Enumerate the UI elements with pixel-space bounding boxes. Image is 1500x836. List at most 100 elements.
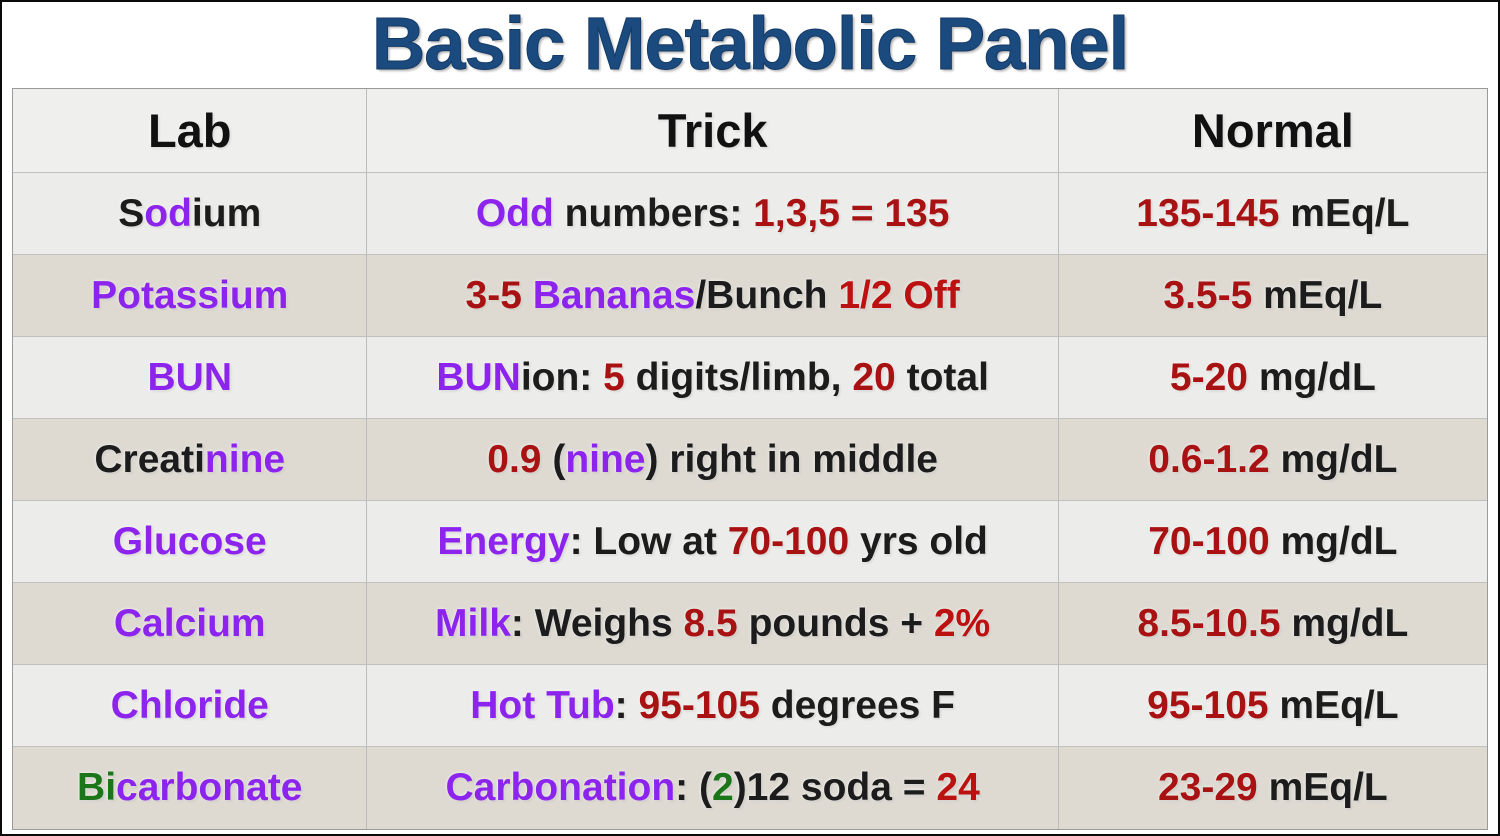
trick-cell: Milk: Weighs 8.5 pounds + 2% xyxy=(367,583,1059,664)
table-row: Potassium 3-5 Bananas/Bunch 1/2 Off 3.5-… xyxy=(13,255,1487,337)
normal-cell: 8.5-10.5 mg/dL xyxy=(1059,583,1487,664)
text-segment: 2% xyxy=(933,601,991,645)
text-segment: mEq/L xyxy=(1279,191,1410,235)
text-segment: 8.5-10.5 xyxy=(1137,601,1281,645)
trick-cell: Hot Tub: 95-105 degrees F xyxy=(367,665,1059,746)
table-row: Chloride Hot Tub: 95-105 degrees F 95-10… xyxy=(13,665,1487,747)
text-segment: nine xyxy=(204,437,286,481)
table-row: Bi carbonate Carbonation: (2)12 soda = 24… xyxy=(13,747,1487,829)
header-trick: Trick xyxy=(367,89,1059,172)
text-segment: mEq/L xyxy=(1268,683,1399,727)
text-segment: Milk xyxy=(435,601,511,645)
text-segment: od xyxy=(144,191,192,235)
text-segment: Odd xyxy=(475,191,554,235)
text-segment: Bi xyxy=(77,766,117,809)
text-segment: 20 xyxy=(852,355,896,399)
trick-cell: 0.9 (nine) right in middle xyxy=(367,419,1059,500)
text-segment: 3.5-5 xyxy=(1163,273,1253,317)
text-segment: yrs old xyxy=(849,519,988,563)
table-row: Glucose Energy: Low at 70-100 yrs old 70… xyxy=(13,501,1487,583)
header-lab: Lab xyxy=(13,89,368,172)
table-header-row: Lab Trick Normal xyxy=(13,89,1487,173)
normal-cell: 3.5-5 mEq/L xyxy=(1059,255,1487,336)
text-segment: : xyxy=(614,683,639,727)
trick-cell: Energy: Low at 70-100 yrs old xyxy=(367,501,1059,582)
text-segment: Bananas xyxy=(532,273,696,317)
trick-cell: BUN ion: 5 digits/limb, 20 total xyxy=(367,337,1059,418)
text-segment: mg/dL xyxy=(1269,519,1398,563)
text-segment: ium xyxy=(191,191,262,235)
text-segment: nine xyxy=(565,437,646,481)
text-segment: 135-145 xyxy=(1136,191,1280,235)
text-segment: : Weighs xyxy=(510,601,684,645)
text-segment: Potassium xyxy=(91,273,289,317)
text-segment: mEq/L xyxy=(1257,766,1388,809)
text-segment: BUN xyxy=(436,355,521,399)
text-segment: 0.6-1.2 xyxy=(1148,437,1270,481)
lab-cell: Calcium xyxy=(13,583,368,664)
text-segment: 95-105 xyxy=(638,683,760,727)
text-segment: Hot Tub xyxy=(470,683,615,727)
text-segment: ion: xyxy=(520,355,604,399)
text-segment: ) right in middle xyxy=(645,437,938,481)
text-segment: mg/dL xyxy=(1269,437,1398,481)
text-segment: Chloride xyxy=(110,683,269,727)
text-segment: 70-100 xyxy=(1148,519,1270,563)
lab-cell: Chloride xyxy=(13,665,368,746)
text-segment: Calcium xyxy=(113,601,266,645)
trick-cell: Odd numbers: 1,3,5 = 135 xyxy=(367,173,1059,254)
text-segment: 5 xyxy=(603,355,625,399)
text-segment: degrees F xyxy=(759,683,955,727)
text-segment: digits/limb, xyxy=(624,355,853,399)
lab-cell: Glucose xyxy=(13,501,368,582)
text-segment: : ( xyxy=(675,766,712,809)
table-row: BUN BUN ion: 5 digits/limb, 20 total 5-20… xyxy=(13,337,1487,419)
text-segment: pounds + xyxy=(737,601,934,645)
text-segment: Glucose xyxy=(112,519,267,563)
normal-cell: 23-29 mEq/L xyxy=(1059,747,1487,829)
text-segment: mg/dL xyxy=(1280,601,1409,645)
text-segment: mEq/L xyxy=(1252,273,1383,317)
text-segment: 23-29 xyxy=(1157,766,1258,809)
trick-cell: Carbonation: (2)12 soda = 24 xyxy=(367,747,1059,829)
text-segment: 1,3,5 = 135 xyxy=(753,191,950,235)
text-segment: 1/2 Off xyxy=(838,273,960,317)
text-segment: : Low at xyxy=(569,519,728,563)
text-segment: 95-105 xyxy=(1147,683,1269,727)
text-segment: Creati xyxy=(94,437,205,481)
text-segment: )12 soda = xyxy=(733,766,937,809)
text-segment: mg/dL xyxy=(1247,355,1376,399)
text-segment: 24 xyxy=(936,766,980,809)
lab-cell: Potassium xyxy=(13,255,368,336)
page-title: Basic Metabolic Panel xyxy=(371,2,1129,86)
normal-cell: 0.6-1.2 mg/dL xyxy=(1059,419,1487,500)
normal-cell: 5-20 mg/dL xyxy=(1059,337,1487,418)
text-segment: 8.5 xyxy=(683,601,738,645)
text-segment: 2 xyxy=(711,766,734,809)
lab-cell: BUN xyxy=(13,337,368,418)
text-segment: Energy xyxy=(437,519,570,563)
text-segment: 0.9 xyxy=(487,437,542,481)
trick-cell: 3-5 Bananas/Bunch 1/2 Off xyxy=(367,255,1059,336)
text-segment: S xyxy=(118,191,145,235)
text-segment: BUN xyxy=(147,355,232,399)
normal-cell: 135-145 mEq/L xyxy=(1059,173,1487,254)
text-segment: Carbonation xyxy=(445,766,676,809)
text-segment: numbers: xyxy=(553,191,754,235)
table-row: Calcium Milk: Weighs 8.5 pounds + 2% 8.5… xyxy=(13,583,1487,665)
table-row: Creati nine 0.9 (nine) right in middle 0.… xyxy=(13,419,1487,501)
text-segment: 5-20 xyxy=(1169,355,1248,399)
lab-cell: Creati nine xyxy=(13,419,368,500)
text-segment: /Bunch xyxy=(695,273,839,317)
text-segment: 70-100 xyxy=(727,519,850,563)
text-segment: 3-5 xyxy=(465,273,533,317)
header-normal: Normal xyxy=(1191,104,1354,157)
text-segment: carbonate xyxy=(116,766,303,809)
lab-cell: Bi carbonate xyxy=(13,747,368,829)
text-segment: ( xyxy=(541,437,566,481)
